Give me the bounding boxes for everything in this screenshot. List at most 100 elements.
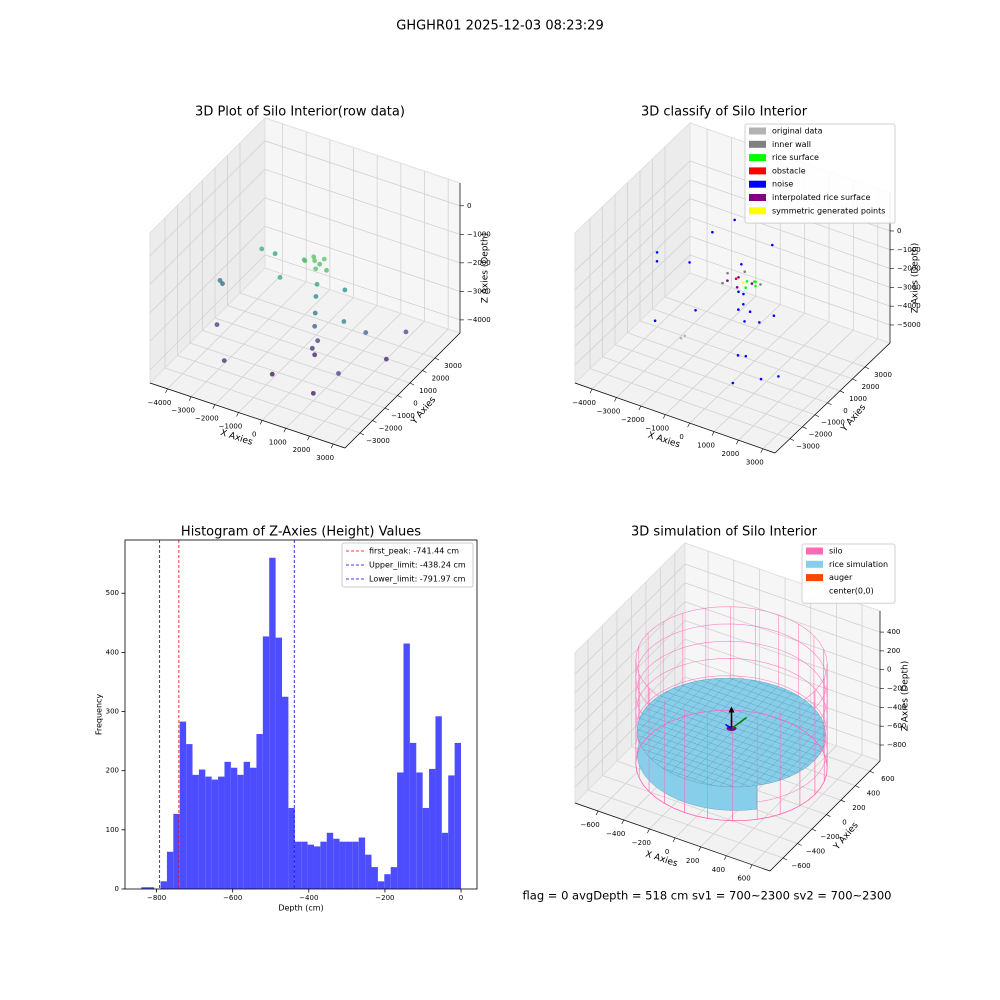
x-tick <box>621 819 625 825</box>
legend-label: Lower_limit: -791.97 cm <box>369 575 466 584</box>
axis-line <box>149 382 346 449</box>
grid-line <box>627 332 828 404</box>
bar <box>282 696 289 889</box>
z-tick-label: 0 <box>887 666 891 674</box>
x-tick-label: −200 <box>375 894 394 902</box>
y-tick-label: 3000 <box>444 362 462 370</box>
point <box>726 271 729 275</box>
rice-mesh <box>693 689 786 782</box>
grid-line <box>713 321 830 432</box>
x-tick <box>638 405 642 411</box>
x-tick-label: −600 <box>580 821 599 829</box>
point <box>734 277 738 281</box>
grid-line <box>684 563 881 633</box>
chart-title: Histogram of Z-Axies (Height) Values <box>181 525 421 540</box>
grid-line <box>332 328 449 445</box>
y-tick-label: −1000 <box>821 419 845 427</box>
grid-line <box>149 140 266 257</box>
grid-line <box>189 342 386 409</box>
x-tick-label: 200 <box>686 857 699 865</box>
bar <box>141 887 148 889</box>
rice-mesh <box>690 682 826 730</box>
bar <box>237 774 244 889</box>
axis-line <box>769 760 881 872</box>
point <box>759 283 762 286</box>
grid-line <box>726 745 837 857</box>
legend-swatch <box>749 154 766 162</box>
y-tick <box>840 799 846 803</box>
y-tick <box>797 843 802 846</box>
legend-swatch <box>749 194 766 201</box>
grid-line <box>190 281 307 398</box>
point <box>383 356 389 362</box>
y-tick-label: −3000 <box>796 443 820 451</box>
y-tick-label: 0 <box>413 400 417 408</box>
grid-line <box>689 216 891 288</box>
point <box>259 246 265 252</box>
x-tick <box>687 422 690 428</box>
z-tick-label: −600 <box>887 722 906 730</box>
grid-line <box>689 198 891 269</box>
bar <box>397 772 404 889</box>
grid-line <box>684 582 881 652</box>
y-tick <box>814 414 820 418</box>
point <box>750 282 754 285</box>
point <box>731 381 735 385</box>
bar <box>301 841 308 889</box>
rice-mesh <box>777 733 826 782</box>
x-tick-label: −200 <box>632 839 651 847</box>
z-axis-label: Z Axies (Depth) <box>911 243 921 314</box>
rice-mesh <box>710 696 800 786</box>
z-axis-label: Z Axies (Depth) <box>481 233 491 304</box>
grid-line <box>751 754 863 866</box>
point <box>772 314 776 318</box>
z-tick-label: 200 <box>887 647 900 655</box>
grid-line <box>202 330 398 396</box>
x-tick-label: −4000 <box>148 399 172 407</box>
grid-line <box>689 235 891 307</box>
point <box>310 390 316 396</box>
point <box>777 375 780 378</box>
x-tick-label: 2000 <box>722 450 740 458</box>
y-tick <box>811 828 817 832</box>
grid-line <box>640 295 757 407</box>
bar <box>218 776 225 889</box>
bar <box>179 721 187 889</box>
point <box>688 261 691 264</box>
grid-line <box>149 226 266 342</box>
chart-title: 3D classify of Silo Interior <box>641 105 808 120</box>
x-tick-label: −4000 <box>572 399 596 407</box>
z-tick-label: −3000 <box>897 283 921 291</box>
x-tick <box>736 440 739 445</box>
auger-arrow-head <box>728 706 735 713</box>
point <box>301 257 307 263</box>
point <box>312 352 318 358</box>
bar <box>243 761 251 889</box>
point <box>324 267 329 273</box>
point <box>754 280 757 284</box>
legend-swatch <box>749 140 766 148</box>
legend-swatch <box>749 127 766 135</box>
bar <box>166 851 174 889</box>
bar <box>326 832 334 889</box>
point <box>342 287 348 293</box>
grid-line <box>738 329 854 441</box>
bar <box>441 832 449 889</box>
axis-line <box>574 802 771 872</box>
grid-line <box>164 367 361 434</box>
point <box>743 320 746 323</box>
grid-line <box>574 235 691 347</box>
auger-arrow <box>725 723 732 730</box>
z-tick-label: −1000 <box>467 230 491 238</box>
legend-label: first_peak: -741.44 cm <box>369 547 459 556</box>
legend-swatch <box>806 574 823 582</box>
grid-line <box>309 320 425 437</box>
z-tick-label: −200 <box>887 685 906 693</box>
z-tick-label: 0 <box>467 202 471 210</box>
grid-line <box>591 278 708 390</box>
legend-label: symmetric generated points <box>772 206 885 215</box>
bar <box>205 776 212 889</box>
point <box>312 323 318 329</box>
point <box>737 308 740 311</box>
bar <box>160 881 167 889</box>
